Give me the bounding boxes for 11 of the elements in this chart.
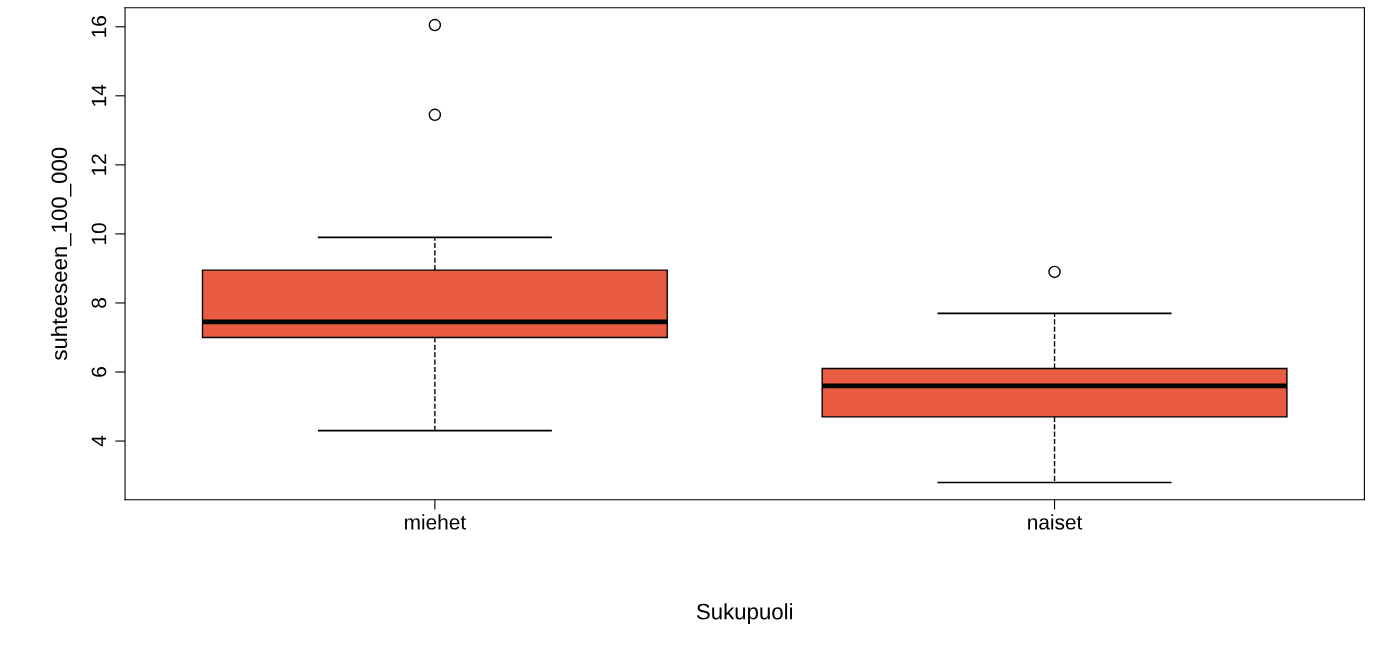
x-tick-label: naiset bbox=[1028, 514, 1083, 530]
y-tick-label: 10 bbox=[91, 223, 107, 244]
x-tick-label: miehet bbox=[404, 514, 466, 530]
y-tick-label: 6 bbox=[91, 367, 107, 377]
y-tick-label: 8 bbox=[91, 298, 107, 308]
y-tick-label: 12 bbox=[91, 154, 107, 175]
y-tick-label: 16 bbox=[91, 16, 107, 37]
y-tick-label: 4 bbox=[91, 435, 107, 447]
y-axis-title: suhteeseen_100_000 bbox=[50, 147, 72, 361]
y-tick-label: 14 bbox=[91, 84, 107, 106]
x-axis-title: Sukupuoli bbox=[696, 603, 793, 624]
